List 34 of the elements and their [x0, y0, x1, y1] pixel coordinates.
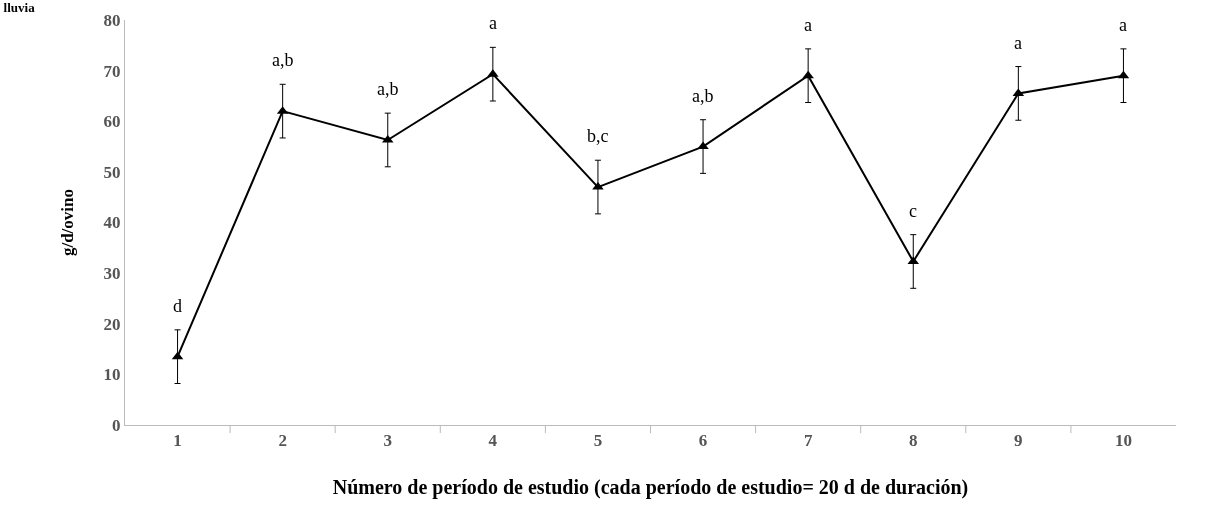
annotation: a — [489, 13, 497, 33]
point — [697, 141, 709, 150]
x-tick-label: 1 — [173, 431, 182, 451]
x-tick-label: 6 — [698, 431, 708, 451]
x-tick-label: 7 — [803, 431, 813, 451]
annotation: a — [804, 15, 812, 35]
y-tick-label: 70 — [103, 61, 121, 81]
point — [802, 70, 814, 79]
y-tick-label: 30 — [103, 264, 121, 284]
x-axis-title: Número de período de estudio (cada período de estudio= 20 d de duración) — [332, 475, 969, 499]
x-tick-label: 5 — [593, 431, 603, 451]
y-axis-title: g/d/ovino — [58, 188, 78, 257]
x-tick-label: 3 — [383, 431, 392, 451]
y-tick-label: 40 — [103, 213, 121, 233]
annotation: a — [1014, 33, 1022, 53]
y-tick-label: 0 — [112, 415, 121, 435]
text: lluvia — [3, 0, 36, 15]
y-tick-label: 10 — [103, 365, 121, 385]
x-tick-label: 2 — [278, 431, 287, 451]
annotation: c — [909, 201, 917, 221]
x-tick-label: 9 — [1014, 431, 1023, 451]
y-tick-label: 50 — [103, 162, 121, 182]
x-tick-label: 4 — [488, 431, 498, 451]
annotation: a,b — [692, 86, 714, 106]
y-tick-label: 20 — [103, 314, 121, 334]
annotation: a — [1119, 15, 1127, 35]
y-tick-label: 60 — [103, 112, 121, 132]
annotation: d — [173, 296, 182, 316]
annotation: b,c — [587, 126, 609, 146]
y-tick-label: 80 — [103, 10, 121, 30]
x-tick-label: 8 — [909, 431, 918, 451]
annotation: a,b — [272, 50, 294, 70]
x-tick-label: 10 — [1114, 431, 1132, 451]
annotation: a,b — [377, 79, 399, 99]
